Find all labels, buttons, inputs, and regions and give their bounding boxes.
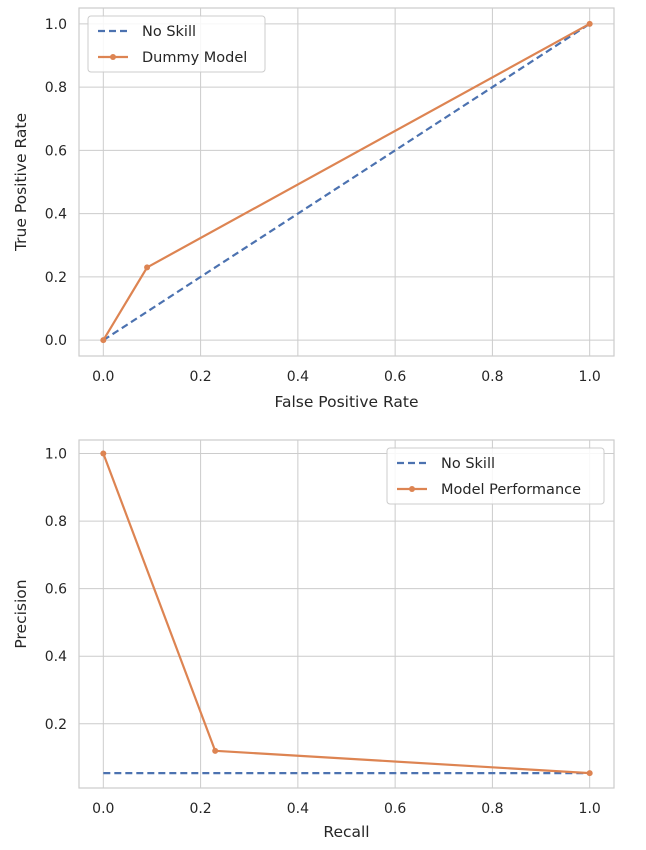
- x-tick-label: 0.6: [384, 801, 406, 817]
- legend-box: [386, 447, 605, 505]
- y-tick-label: 0.0: [45, 333, 67, 349]
- legend-label: No Skill: [441, 456, 495, 472]
- legend-box: [87, 15, 266, 73]
- y-tick-label: 0.2: [45, 717, 67, 733]
- x-axis-label: Recall: [323, 823, 369, 841]
- y-tick-label: 1.0: [45, 447, 67, 463]
- x-tick-label: 0.0: [92, 369, 114, 385]
- series-line: [102, 22, 591, 342]
- legend-marker: [110, 54, 116, 60]
- x-tick-label: 0.2: [189, 801, 211, 817]
- data-point: [144, 264, 151, 271]
- y-tick-label: 0.4: [45, 649, 67, 665]
- x-axis-label: False Positive Rate: [274, 393, 418, 411]
- x-tick-label: 0.8: [481, 369, 503, 385]
- legend-label: Model Performance: [441, 482, 581, 498]
- legend-label: Dummy Model: [142, 50, 247, 66]
- x-tick-label: 0.8: [481, 801, 503, 817]
- legend-marker: [409, 486, 415, 492]
- x-tick-label: 0.6: [384, 369, 406, 385]
- y-axis-label: Precision: [12, 579, 30, 648]
- legend-label: No Skill: [142, 24, 196, 40]
- y-tick-label: 1.0: [45, 17, 67, 33]
- plot-frame: [78, 7, 615, 357]
- gridlines: [79, 440, 614, 788]
- series-model: [100, 20, 593, 344]
- y-tick-label: 0.6: [45, 582, 67, 598]
- y-tick-label: 0.8: [45, 80, 67, 96]
- roc-chart: 0.0 0.2 0.4 0.6 0.8 1.0 0.0 0.2 0.4 0.6 0.8 1.0 Fals…: [12, 7, 615, 411]
- data-point: [212, 747, 219, 754]
- precision-recall-chart: 0.0 0.2 0.4 0.6 0.8 1.0 0.2 0.4 0.6 0.8 1.0 Recall P…: [12, 439, 615, 841]
- y-tick-label: 0.4: [45, 207, 67, 223]
- gridlines: [79, 8, 614, 356]
- series-model: [100, 450, 593, 777]
- x-tick-label: 1.0: [579, 801, 601, 817]
- plot-frame: [78, 439, 615, 789]
- series-no-skill: [102, 22, 591, 342]
- legend: No Skill Model Performance: [386, 447, 605, 505]
- legend: No Skill Dummy Model: [87, 15, 266, 73]
- x-tick-label: 0.4: [287, 369, 309, 385]
- data-point: [100, 337, 107, 344]
- x-tick-label: 0.0: [92, 801, 114, 817]
- x-tick-label: 1.0: [579, 369, 601, 385]
- y-tick-label: 0.2: [45, 270, 67, 286]
- x-tick-label: 0.2: [189, 369, 211, 385]
- x-tick-label: 0.4: [287, 801, 309, 817]
- y-axis-label: True Positive Rate: [12, 113, 30, 252]
- data-point: [100, 450, 107, 457]
- y-tick-label: 0.6: [45, 143, 67, 159]
- y-tick-label: 0.8: [45, 514, 67, 530]
- data-point: [586, 770, 593, 777]
- data-point: [586, 20, 593, 27]
